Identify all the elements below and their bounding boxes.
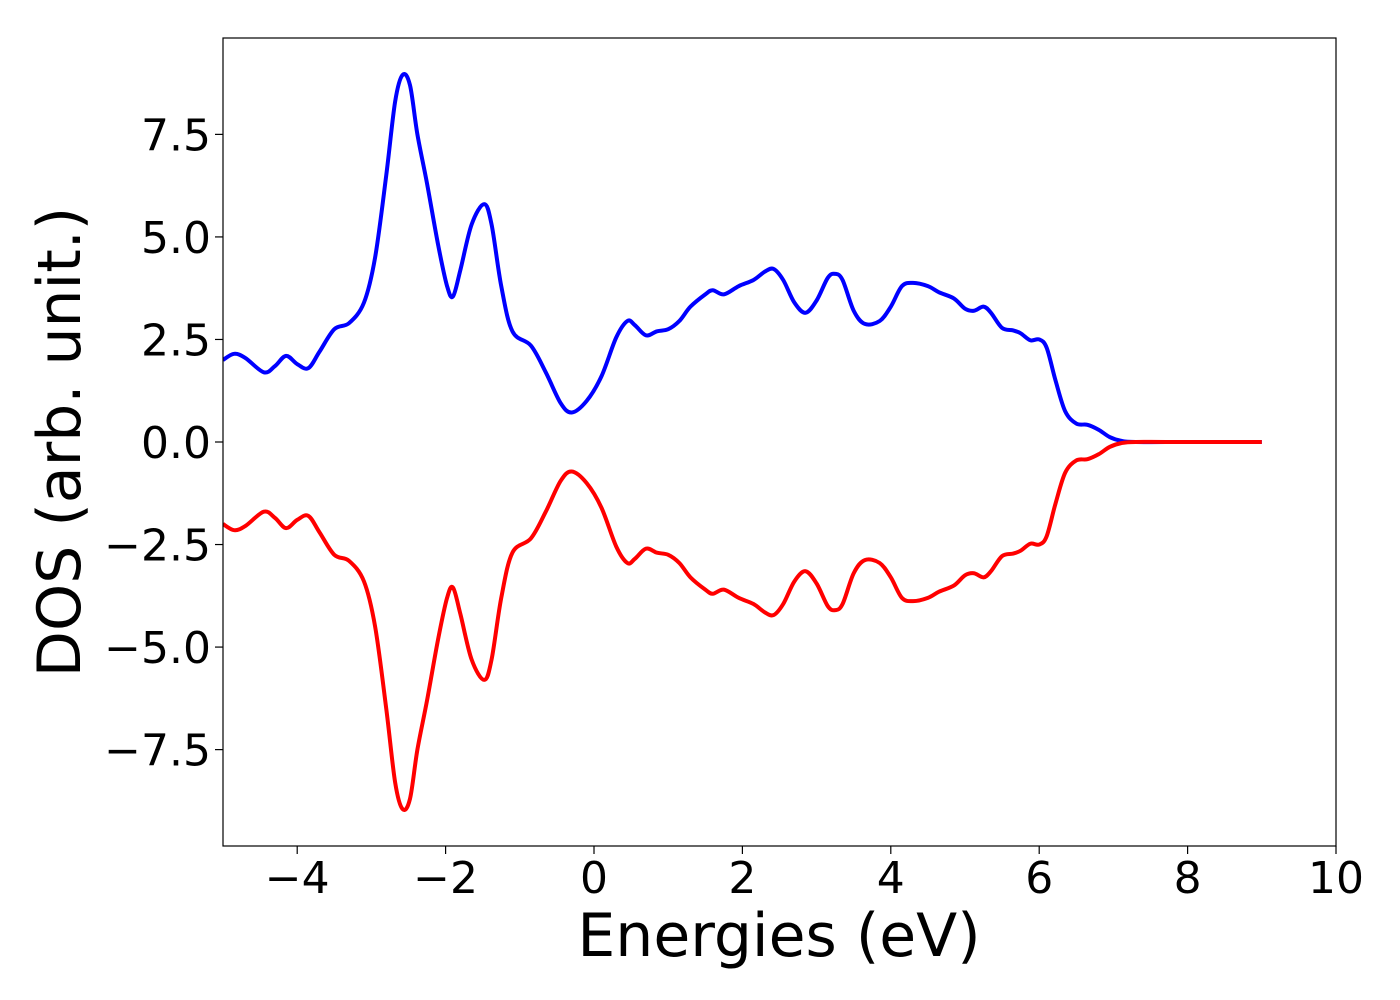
x-tick-label: 2 xyxy=(728,853,756,904)
y-axis-title: DOS (arb. unit.) xyxy=(25,207,95,677)
y-axis: 7.5 5.0 2.5 0.0 −2.5 −5.0 −7.5 xyxy=(104,110,223,777)
x-tick-label: 6 xyxy=(1025,853,1053,904)
y-tick-label: 2.5 xyxy=(141,315,211,366)
y-tick-label: −7.5 xyxy=(104,726,211,777)
x-tick-label: −2 xyxy=(413,853,478,904)
y-tick-label: −5.0 xyxy=(104,623,211,674)
y-tick-label: 5.0 xyxy=(141,213,211,264)
x-tick-label: 8 xyxy=(1174,853,1202,904)
y-tick-label: 0.0 xyxy=(141,418,211,469)
y-tick-label: −2.5 xyxy=(104,521,211,572)
x-tick-label: 4 xyxy=(877,853,905,904)
series-layer xyxy=(223,72,1262,812)
x-axis-title: Energies (eV) xyxy=(577,901,980,971)
x-tick-label: 0 xyxy=(580,853,608,904)
series-line-2 xyxy=(223,439,1262,812)
y-tick-label: 7.5 xyxy=(141,110,211,161)
series-line-1 xyxy=(223,72,1262,445)
x-tick-label: −4 xyxy=(265,853,330,904)
x-tick-label: 10 xyxy=(1308,853,1364,904)
x-axis: −4 −2 0 2 4 6 8 10 xyxy=(265,846,1364,904)
